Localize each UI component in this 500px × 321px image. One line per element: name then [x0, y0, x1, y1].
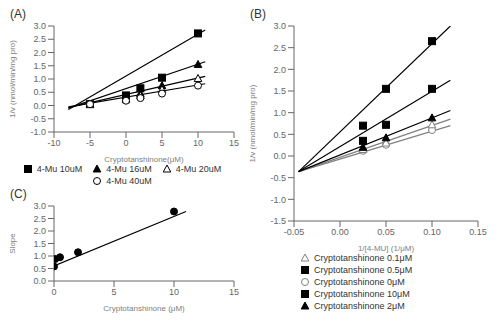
html-text:(B): (B) — [250, 7, 266, 21]
svg-text:2.0: 2.0 — [33, 48, 46, 58]
svg-text:1.5: 1.5 — [273, 86, 286, 96]
svg-text:0.0: 0.0 — [273, 151, 286, 161]
svg-text:0: 0 — [51, 287, 56, 297]
svg-text:0.05: 0.05 — [377, 227, 395, 237]
html-text:Cryptotanshinone 0.1μM: Cryptotanshinone 0.1μM — [314, 253, 413, 263]
svg-text:15: 15 — [229, 287, 239, 297]
html-text:Cryptotanshinone 2μM: Cryptotanshinone 2μM — [314, 301, 405, 311]
svg-text:0.5: 0.5 — [33, 87, 46, 97]
svg-text:-1.0: -1.0 — [270, 195, 286, 205]
svg-text:Slope: Slope — [8, 233, 17, 254]
svg-text:1.0: 1.0 — [33, 74, 46, 84]
svg-text:0: 0 — [123, 138, 128, 148]
svg-text:0.0: 0.0 — [33, 101, 46, 111]
svg-text:-1.5: -1.5 — [270, 216, 286, 226]
svg-text:2.0: 2.0 — [273, 65, 286, 75]
svg-text:2.0: 2.0 — [33, 226, 46, 236]
html-text:(C): (C) — [10, 187, 27, 201]
svg-text:1/[4-MU] (1/μM): 1/[4-MU] (1/μM) — [358, 244, 415, 253]
svg-text:-0.05: -0.05 — [284, 227, 305, 237]
svg-text:2.5: 2.5 — [273, 43, 286, 53]
svg-text:Cryptotanshinone(μM): Cryptotanshinone(μM) — [104, 155, 184, 164]
svg-text:5: 5 — [159, 138, 164, 148]
svg-text:-10: -10 — [47, 138, 60, 148]
svg-text:10: 10 — [193, 138, 203, 148]
svg-text:3.0: 3.0 — [273, 21, 286, 31]
svg-text:2.5: 2.5 — [33, 34, 46, 44]
html-text:4-Mu 40uM: 4-Mu 40uM — [106, 176, 152, 186]
svg-text:5: 5 — [111, 287, 116, 297]
html-text:4-Mu 20uM: 4-Mu 20uM — [175, 164, 222, 174]
svg-text:0.10: 0.10 — [423, 227, 441, 237]
svg-text:0.5: 0.5 — [33, 264, 46, 274]
svg-text:-1.0: -1.0 — [30, 127, 46, 137]
svg-text:-0.5: -0.5 — [270, 173, 286, 183]
html-text:Cryptotanshinone 0.5μM: Cryptotanshinone 0.5μM — [314, 265, 413, 275]
html-text:4-Mu 10uM: 4-Mu 10uM — [36, 164, 83, 174]
svg-text:15: 15 — [229, 138, 239, 148]
svg-text:1.5: 1.5 — [33, 61, 46, 71]
svg-text:Cryptotanshinone (μM): Cryptotanshinone (μM) — [103, 304, 185, 313]
svg-text:2.5: 2.5 — [33, 214, 46, 224]
svg-text:0.00: 0.00 — [331, 227, 349, 237]
svg-text:1.5: 1.5 — [33, 239, 46, 249]
svg-text:1.0: 1.0 — [273, 108, 286, 118]
html-text:Cryptotanshinone 10μM: Cryptotanshinone 10μM — [314, 289, 410, 299]
html-text:Cryptotanshinone 0μM: Cryptotanshinone 0μM — [314, 277, 405, 287]
html-text:4-Mu 16uM: 4-Mu 16uM — [106, 164, 152, 174]
svg-text:1/v (nmol/min/mg pro): 1/v (nmol/min/mg pro) — [8, 40, 17, 118]
svg-text:3.0: 3.0 — [33, 21, 46, 31]
svg-text:-0.5: -0.5 — [30, 114, 46, 124]
svg-text:1.0: 1.0 — [33, 251, 46, 261]
svg-text:0.0: 0.0 — [33, 276, 46, 286]
html-text:(A): (A) — [10, 7, 26, 21]
svg-text:0.5: 0.5 — [273, 130, 286, 140]
svg-text:1/v (nmol/min/mg pro): 1/v (nmol/min/mg pro) — [248, 84, 257, 162]
svg-text:0.15: 0.15 — [469, 227, 487, 237]
svg-text:-5: -5 — [86, 138, 94, 148]
svg-text:10: 10 — [169, 287, 179, 297]
svg-text:3.0: 3.0 — [33, 201, 46, 211]
